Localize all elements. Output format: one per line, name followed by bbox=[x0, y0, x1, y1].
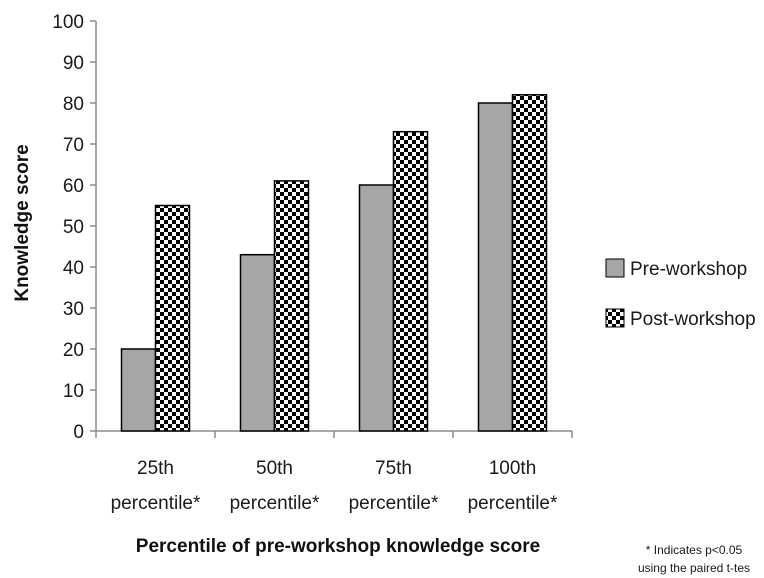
x-category-label: 50th bbox=[256, 458, 293, 479]
x-category-label: 100th bbox=[489, 458, 537, 479]
bar-pre-workshop-1 bbox=[120, 348, 157, 432]
x-category-label: percentile* bbox=[111, 493, 201, 514]
y-tick-label: 0 bbox=[73, 422, 84, 443]
bar-pre-workshop-3 bbox=[358, 184, 395, 432]
legend: Pre-workshop Post-workshop bbox=[605, 258, 756, 330]
y-tick-label: 90 bbox=[63, 53, 84, 74]
bar-post-workshop-4 bbox=[511, 94, 548, 432]
y-tick-label: 80 bbox=[63, 94, 84, 115]
x-axis-title: Percentile of pre-workshop knowledge sco… bbox=[136, 536, 540, 557]
bar-post-workshop-3 bbox=[392, 130, 429, 432]
footnote-line-2: using the paired t-tes bbox=[638, 561, 750, 575]
bar-post-workshop-2 bbox=[273, 180, 310, 432]
x-category-label: percentile* bbox=[230, 493, 320, 514]
y-tick-label: 10 bbox=[63, 381, 84, 402]
y-axis-title: Knowledge score bbox=[12, 144, 33, 301]
y-tick-label: 50 bbox=[63, 217, 84, 238]
bars bbox=[120, 94, 548, 432]
legend-swatch bbox=[605, 308, 625, 328]
y-axis: 0 10 20 30 40 50 60 70 80 90 100 bbox=[52, 12, 97, 443]
x-category-label: percentile* bbox=[349, 493, 439, 514]
y-tick-label: 40 bbox=[63, 258, 84, 279]
bar-pre-workshop-4 bbox=[477, 102, 514, 432]
x-category-label: 25th bbox=[137, 458, 174, 479]
legend-label: Pre-workshop bbox=[630, 259, 747, 280]
y-tick-label: 70 bbox=[63, 135, 84, 156]
y-tick-label: 60 bbox=[63, 176, 84, 197]
category-labels: 25th percentile* 50th percentile* 75th percen… bbox=[111, 458, 558, 514]
footnote-line-1: * Indicates p<0.05 bbox=[646, 543, 743, 557]
legend-swatch bbox=[605, 258, 625, 278]
bar-pre-workshop-2 bbox=[239, 253, 276, 432]
bar-post-workshop-1 bbox=[154, 204, 191, 432]
legend-label: Post-workshop bbox=[630, 309, 756, 330]
x-axis bbox=[95, 430, 573, 438]
y-tick-label: 100 bbox=[52, 12, 84, 33]
y-tick-label: 30 bbox=[63, 299, 84, 320]
x-category-label: percentile* bbox=[468, 493, 558, 514]
y-tick-label: 20 bbox=[63, 340, 84, 361]
x-category-label: 75th bbox=[375, 458, 412, 479]
